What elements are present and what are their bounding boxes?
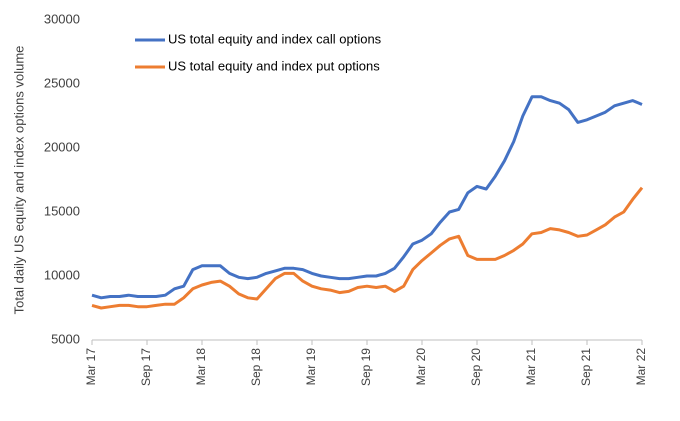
y-axis-title: Total daily US equity and index options … — [11, 46, 26, 315]
x-tick-label: Sep 21 — [579, 348, 593, 386]
x-tick-label: Mar 21 — [524, 348, 538, 386]
y-tick-label: 15000 — [44, 203, 80, 218]
x-tick-label: Sep 19 — [359, 348, 373, 386]
x-tick-label: Mar 20 — [414, 348, 428, 386]
line-series — [91, 95, 643, 300]
y-tick-label: 20000 — [44, 139, 80, 154]
y-tick-label: 5000 — [51, 331, 80, 346]
x-tick-label: Mar 17 — [84, 348, 98, 386]
legend-label: US total equity and index call options — [168, 31, 382, 46]
x-tick-label: Sep 17 — [139, 348, 153, 386]
x-tick-label: Mar 19 — [304, 348, 318, 386]
y-tick-label: 30000 — [44, 11, 80, 26]
line-series — [91, 186, 644, 310]
x-tick-label: Sep 20 — [469, 348, 483, 386]
legend-label: US total equity and index put options — [168, 58, 380, 73]
x-tick-label: Mar 22 — [634, 348, 648, 386]
y-tick-label: 10000 — [44, 267, 80, 282]
y-tick-label: 25000 — [44, 75, 80, 90]
x-tick-label: Mar 18 — [194, 348, 208, 386]
x-tick-label: Sep 18 — [249, 348, 263, 386]
